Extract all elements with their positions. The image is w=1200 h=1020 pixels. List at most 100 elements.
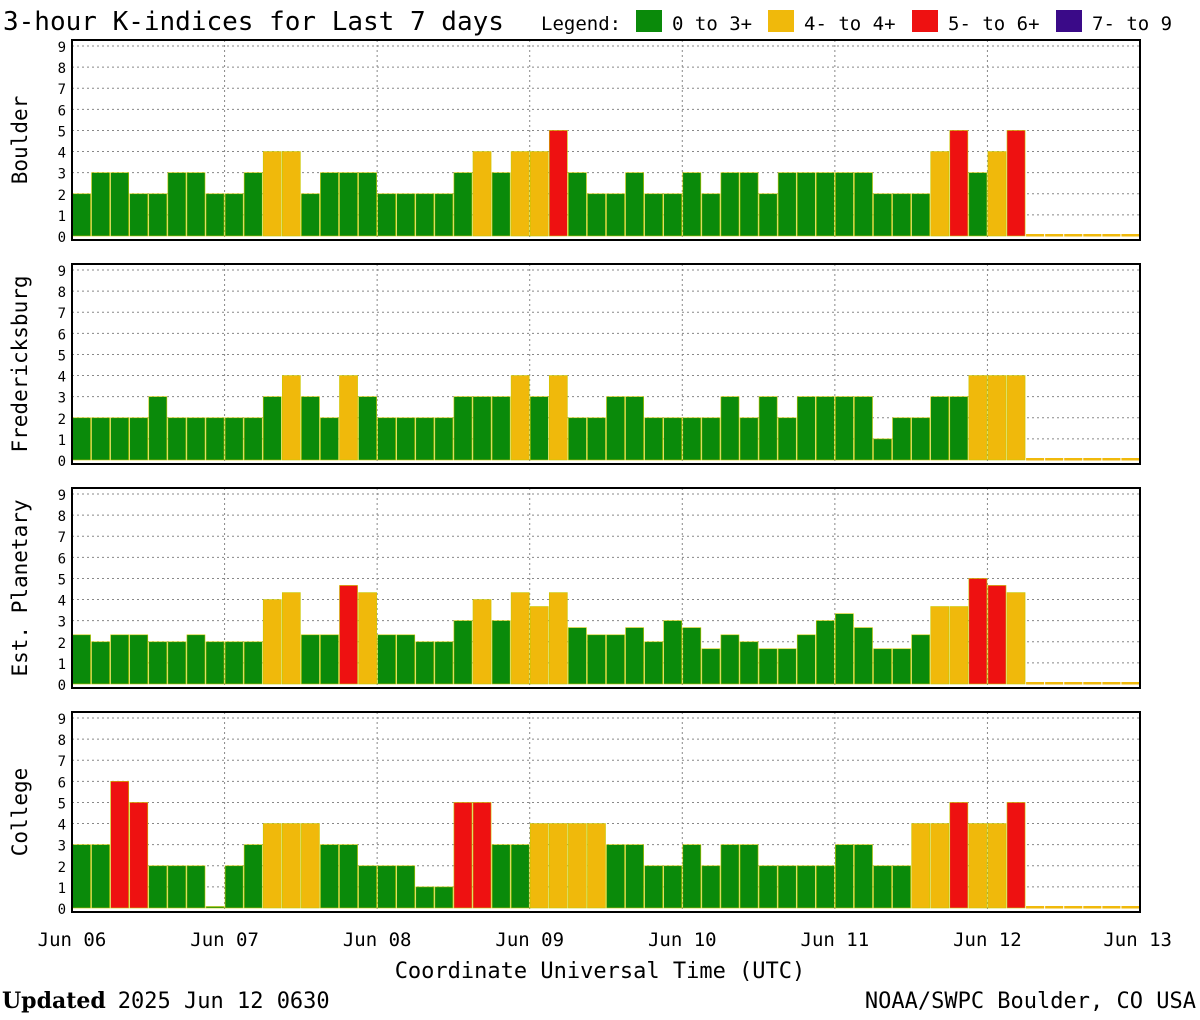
missing-data-marker xyxy=(1064,906,1083,909)
missing-data-marker xyxy=(1083,234,1102,237)
y-tick-label: 9 xyxy=(58,264,66,280)
kindex-bar xyxy=(243,417,263,461)
kindex-bar xyxy=(72,417,91,461)
kindex-bar xyxy=(224,193,244,237)
kindex-bar xyxy=(911,193,931,237)
kindex-bar xyxy=(510,375,530,461)
y-tick-label: 4 xyxy=(58,818,66,834)
chart-title: 3-hour K-indices for Last 7 days xyxy=(3,7,504,37)
y-tick-label: 8 xyxy=(58,61,66,77)
kindex-bar xyxy=(835,396,854,461)
footer-updated: Updated 2025 Jun 12 0630 xyxy=(2,988,330,1014)
kindex-bar xyxy=(281,592,301,685)
kindex-bar xyxy=(930,151,950,237)
kindex-bar xyxy=(148,641,168,685)
kindex-bar xyxy=(644,865,664,909)
panel-est-planetary: 0 1 2 3 4 5 6 7 8 9 Est. Planetary xyxy=(8,487,1141,694)
panel-frame xyxy=(71,263,1141,465)
kindex-bar xyxy=(301,634,320,685)
y-tick-label: 7 xyxy=(58,754,66,770)
y-tick-label: 5 xyxy=(58,348,66,364)
kindex-bar xyxy=(491,620,511,685)
kindex-bar xyxy=(396,417,416,461)
kindex-bar xyxy=(72,634,91,685)
y-tick-label: 7 xyxy=(58,82,66,98)
kindex-bar xyxy=(548,130,568,237)
legend-entry-1: 0 to 3+ xyxy=(636,10,752,35)
kindex-bar xyxy=(453,620,473,685)
y-tick-label: 8 xyxy=(58,509,66,525)
missing-data-marker xyxy=(1026,906,1045,909)
kindex-bar xyxy=(796,172,816,237)
kindex-bar xyxy=(358,396,377,461)
kindex-bar xyxy=(796,865,816,909)
kindex-bar xyxy=(682,172,702,237)
kindex-bar xyxy=(815,620,835,685)
y-tick-label: 4 xyxy=(58,370,66,386)
kindex-bar xyxy=(720,844,740,909)
missing-data-marker xyxy=(1045,234,1064,237)
missing-data-marker xyxy=(1121,234,1140,237)
legend-entry-label: 4- to 4+ xyxy=(804,13,896,35)
y-tick-label: 1 xyxy=(58,881,66,897)
missing-data-marker xyxy=(1026,682,1045,685)
panel-label: Fredericksburg xyxy=(8,275,32,452)
kindex-bar xyxy=(949,802,969,909)
kindex-bar xyxy=(949,396,969,461)
y-tick-label: 3 xyxy=(58,167,66,183)
kindex-bar xyxy=(968,172,988,237)
kindex-bar xyxy=(529,823,549,909)
y-tick-label: 1 xyxy=(58,657,66,673)
y-tick-label: 5 xyxy=(58,124,66,140)
kindex-bar xyxy=(1006,375,1026,461)
y-tick-label: 0 xyxy=(58,454,66,470)
kindex-bar xyxy=(701,648,721,685)
panel-label: Boulder xyxy=(8,96,32,185)
y-tick-label: 1 xyxy=(58,209,66,225)
missing-data-marker xyxy=(1026,458,1045,461)
x-tick-label: Jun 09 xyxy=(495,929,564,951)
legend: Legend: 0 to 3+ 4- to 4+ 5- to 6+ 7- to 9 xyxy=(541,10,1172,35)
kindex-bar xyxy=(186,865,206,909)
missing-data-marker xyxy=(1083,682,1102,685)
kindex-bar xyxy=(415,641,435,685)
kindex-bar xyxy=(682,417,702,461)
kindex-bar xyxy=(510,592,530,685)
kindex-bar xyxy=(339,844,358,909)
y-tick-label: 2 xyxy=(58,636,66,652)
missing-data-marker xyxy=(1121,458,1140,461)
kindex-bar xyxy=(434,417,454,461)
kindex-bar xyxy=(415,417,435,461)
missing-data-marker xyxy=(1102,906,1121,909)
kindex-bar xyxy=(339,585,358,685)
kindex-bar xyxy=(91,641,110,685)
y-tick-label: 8 xyxy=(58,285,66,301)
legend-entry-3: 5- to 6+ xyxy=(912,10,1040,35)
kindex-bar xyxy=(739,172,759,237)
kindex-bar xyxy=(205,906,225,909)
kindex-bar xyxy=(587,634,606,685)
y-tick-label: 5 xyxy=(58,796,66,812)
kindex-bar xyxy=(911,823,931,909)
kindex-bar xyxy=(396,634,416,685)
kindex-bar xyxy=(548,823,568,909)
kindex-bar xyxy=(568,417,587,461)
missing-data-marker xyxy=(1121,682,1140,685)
kindex-bar xyxy=(873,438,892,461)
kindex-bar xyxy=(72,193,91,237)
y-tick-label: 2 xyxy=(58,412,66,428)
kindex-bar xyxy=(892,648,911,685)
kindex-bar xyxy=(625,627,644,685)
kindex-bar xyxy=(758,648,778,685)
y-tick-label: 4 xyxy=(58,594,66,610)
panel-frame xyxy=(71,39,1141,241)
kindex-bar xyxy=(491,844,511,909)
y-tick-label: 3 xyxy=(58,615,66,631)
kindex-bar xyxy=(606,396,625,461)
kindex-bar xyxy=(701,193,721,237)
kindex-bar xyxy=(720,634,740,685)
kindex-bar xyxy=(568,627,587,685)
y-tick-label: 9 xyxy=(58,40,66,56)
legend-label: Legend: xyxy=(541,13,621,35)
panel-label: Est. Planetary xyxy=(8,499,32,676)
